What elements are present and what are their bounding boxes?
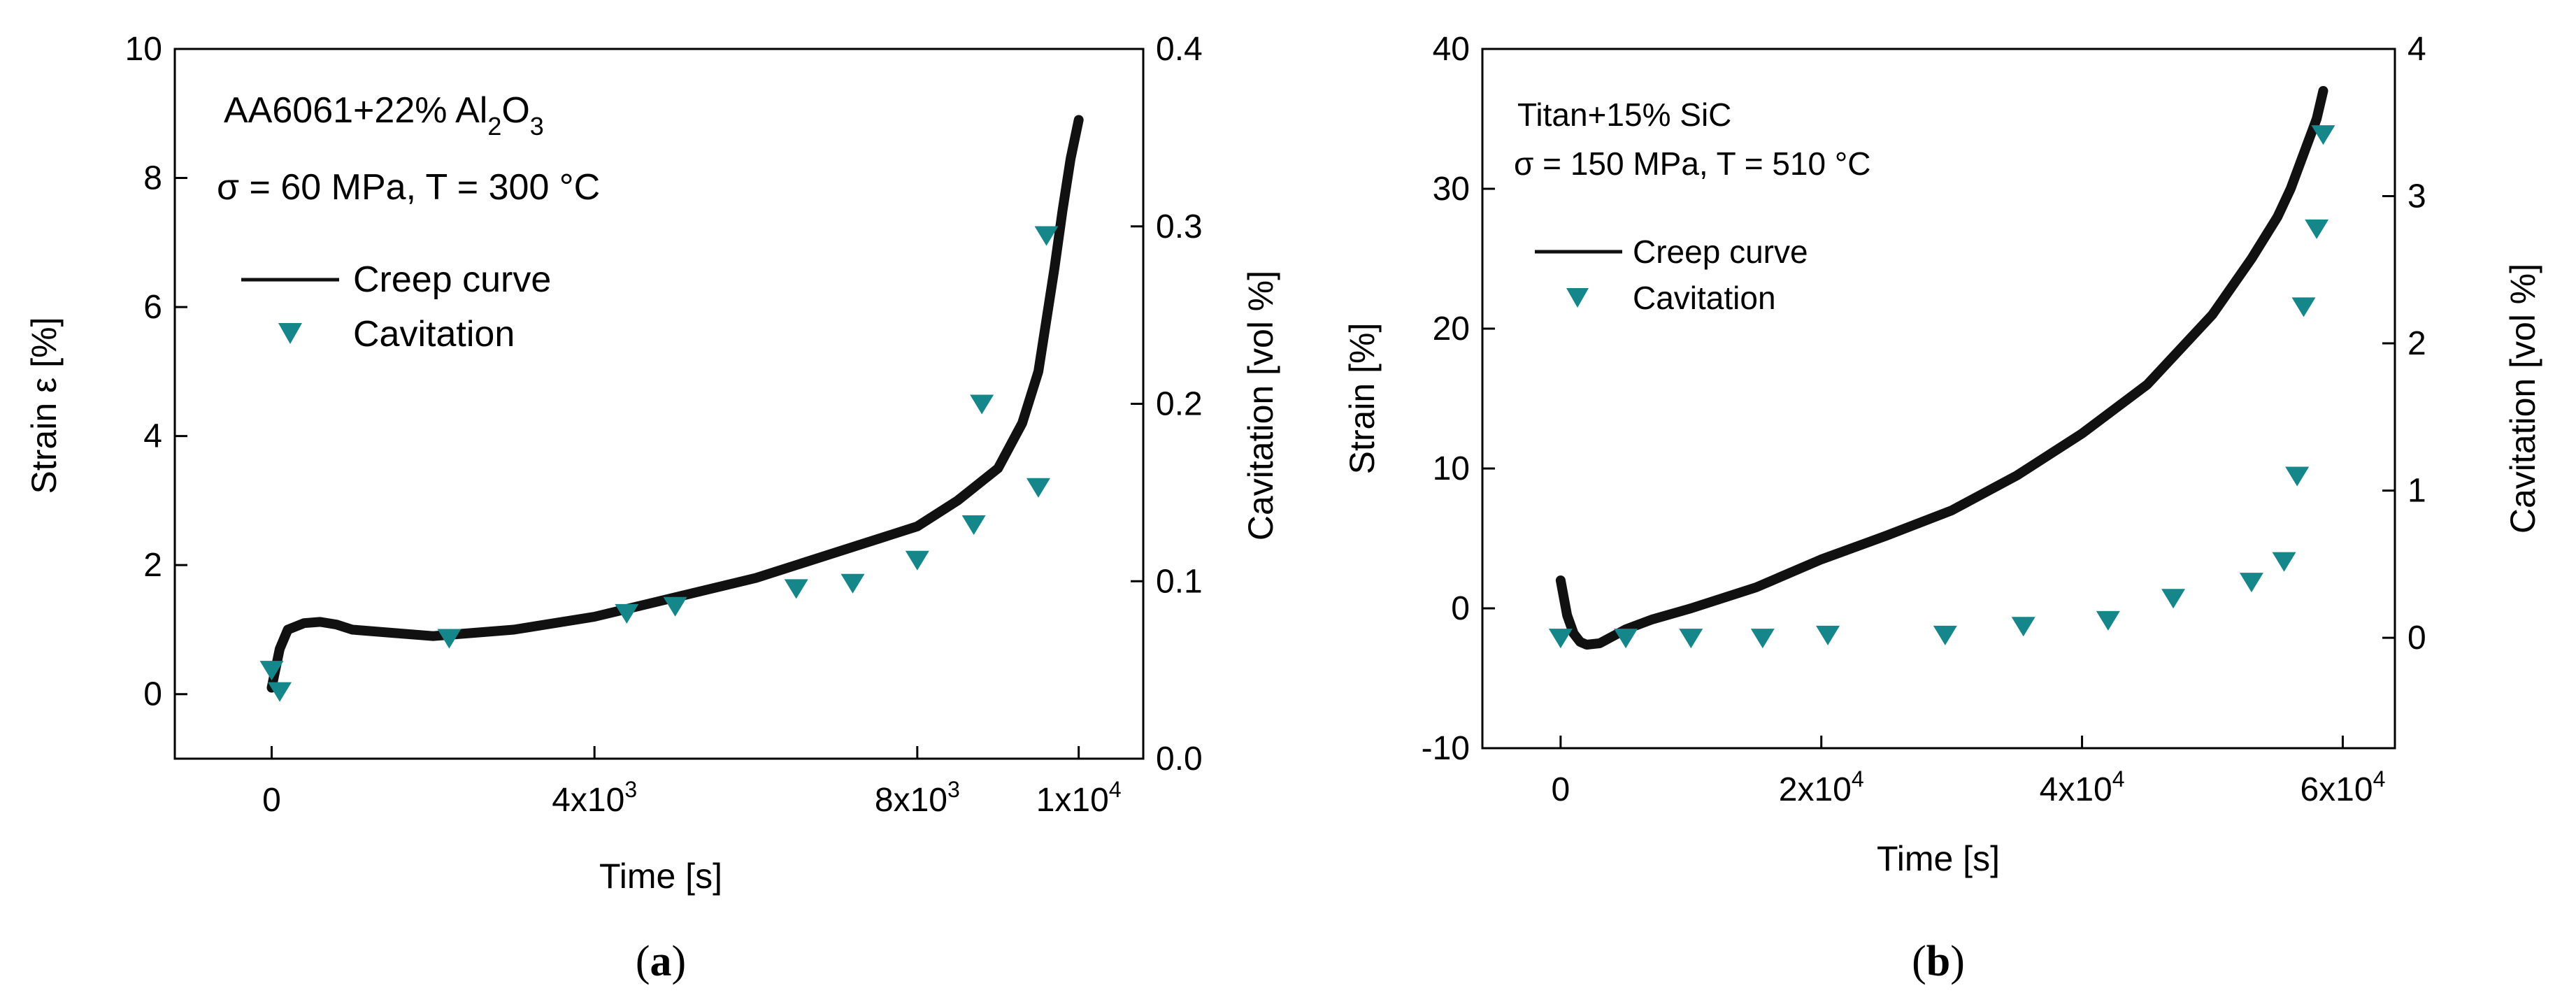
cavitation-point xyxy=(663,596,687,617)
cavitation-point xyxy=(2285,466,2310,487)
cavitation-point xyxy=(784,579,808,599)
y2-tick-label: 0.3 xyxy=(1156,208,1203,245)
y2-tick-label: 0 xyxy=(2407,620,2426,657)
panel-b: -10 0 10 20 30 40 0 1 2 3 4 0 2x104 4x104 6x104 Tita… xyxy=(1343,31,2542,985)
y2-tick-label: 0.4 xyxy=(1156,31,1203,68)
panel-a-legend: Creep curve Cavitation xyxy=(241,259,551,355)
cavitation-point xyxy=(1750,629,1775,649)
cavitation-point xyxy=(437,629,461,649)
y2-tick-label: 0.2 xyxy=(1156,386,1203,423)
cavitation-point xyxy=(1816,625,1840,645)
cavitation-point xyxy=(1933,625,1957,645)
cavitation-point xyxy=(2305,219,2329,239)
cavitation-point xyxy=(2311,125,2335,145)
y-tick-label: 40 xyxy=(1433,31,1470,68)
y2-tick-label: 1 xyxy=(2407,473,2426,510)
y2-tick-label: 2 xyxy=(2407,325,2426,362)
cavitation-point xyxy=(1679,629,1703,649)
cavitation-point xyxy=(2291,297,2316,317)
cavitation-point xyxy=(259,661,284,681)
creep-curve-line xyxy=(266,115,1084,693)
y-tick-label: 6 xyxy=(143,289,162,326)
panel-b-annotation-conditions: σ = 150 MPa, T = 510 °C xyxy=(1514,145,1871,182)
panel-a: 0 2 4 6 8 10 0.0 0.1 0.2 0.3 0.4 0 4x103 8x103 1x104… xyxy=(24,31,1280,985)
x-tick-label: 4x104 xyxy=(2040,766,2125,808)
y-tick-label: 4 xyxy=(143,418,162,455)
y-tick-label: 20 xyxy=(1433,310,1470,348)
x-tick-label: 0 xyxy=(1552,771,1570,808)
panel-b-legend: Creep curve Cavitation xyxy=(1535,234,1808,316)
legend-cavitation-marker xyxy=(278,323,302,344)
cavitation-point xyxy=(970,394,994,415)
cavitation-point xyxy=(961,515,986,536)
panel-a-x-axis-label: Time [s] xyxy=(599,857,722,896)
cavitation-point xyxy=(2096,610,2120,631)
x-tick-label: 4x103 xyxy=(552,777,637,819)
panel-b-plot-frame xyxy=(1481,48,2396,750)
x-tick-label: 6x104 xyxy=(2300,766,2385,808)
cavitation-point xyxy=(615,603,639,624)
legend-creep-label: Creep curve xyxy=(353,259,551,300)
cavitation-point xyxy=(905,550,929,571)
panel-b-y-axis-label: Strain [%] xyxy=(1343,323,1382,475)
panel-b-caption: (b) xyxy=(1912,938,1965,985)
legend-cavitation-label: Cavitation xyxy=(1633,280,1776,316)
legend-cavitation-label: Cavitation xyxy=(353,314,515,355)
cavitation-point xyxy=(1548,629,1573,649)
cavitation-point xyxy=(2011,617,2035,637)
x-tick-label: 8x103 xyxy=(875,777,960,819)
y-tick-label: 10 xyxy=(125,31,162,68)
panel-b-y2-axis-label: Cavitation [vol %] xyxy=(2503,264,2542,534)
x-tick-label: 1x104 xyxy=(1036,777,1122,819)
panel-a-caption: (a) xyxy=(636,938,686,985)
y2-tick-label: 4 xyxy=(2407,31,2426,68)
panel-a-y-axis-label: Strain ε [%] xyxy=(24,317,64,494)
x-tick-label: 2x104 xyxy=(1779,766,1864,808)
cavitation-point xyxy=(840,573,865,594)
x-tick-label: 0 xyxy=(262,782,281,819)
panel-b-x-axis-label: Time [s] xyxy=(1877,839,2000,878)
creep-curve-line xyxy=(1555,86,2328,650)
cavitation-point xyxy=(268,682,292,702)
y-tick-label: 0 xyxy=(143,676,162,713)
cavitation-point xyxy=(2239,573,2263,593)
y-tick-label: 10 xyxy=(1433,450,1470,487)
panel-b-annotation-material: Titan+15% SiC xyxy=(1517,96,1731,133)
legend-creep-label: Creep curve xyxy=(1633,234,1808,270)
y-tick-label: 30 xyxy=(1433,171,1470,208)
panel-a-plot-frame xyxy=(173,48,1145,760)
cavitation-point xyxy=(1614,629,1638,649)
y-tick-label: 8 xyxy=(143,160,162,197)
y2-tick-label: 0.1 xyxy=(1156,563,1203,600)
y-tick-label: 0 xyxy=(1451,590,1470,627)
y-tick-label: -10 xyxy=(1422,730,1470,767)
y-tick-label: 2 xyxy=(143,547,162,584)
y2-tick-label: 0.0 xyxy=(1156,740,1203,778)
panel-a-annotation-conditions: σ = 60 MPa, T = 300 °C xyxy=(217,167,600,208)
cavitation-point xyxy=(1034,226,1059,246)
panel-a-y2-axis-label: Cavitation [vol %] xyxy=(1241,271,1280,541)
cavitation-point xyxy=(2161,589,2186,609)
panel-a-annotation-material: AA6061+22% Al2O3 xyxy=(224,90,544,141)
y2-tick-label: 3 xyxy=(2407,178,2426,215)
cavitation-point xyxy=(1026,478,1050,498)
cavitation-point xyxy=(2272,552,2296,572)
legend-cavitation-marker xyxy=(1566,288,1589,308)
